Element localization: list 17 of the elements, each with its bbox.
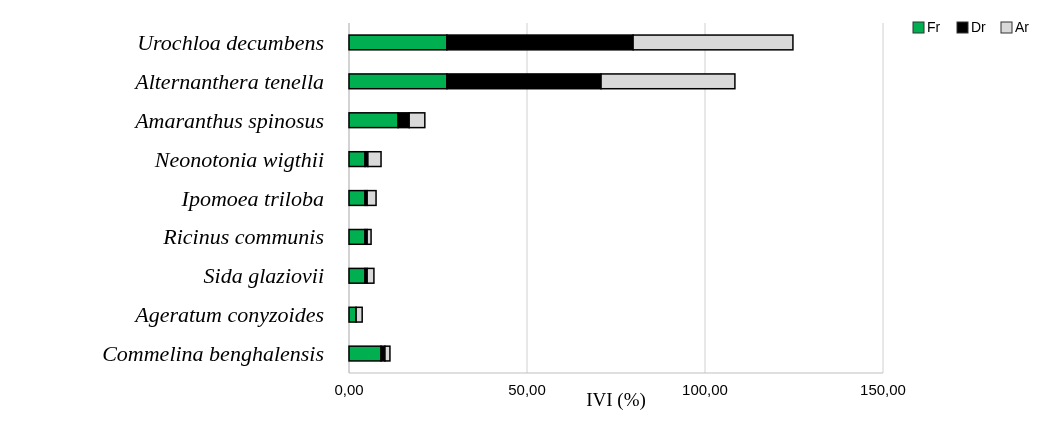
legend-label: Ar <box>1015 19 1030 35</box>
y-tick-label: Ageratum conyzoides <box>133 302 324 328</box>
x-tick-label: 150,00 <box>860 381 906 398</box>
x-tick-label: 0,00 <box>334 381 364 398</box>
y-tick-label: Urochloa decumbens <box>137 29 324 55</box>
x-tick-label: 50,00 <box>508 381 546 398</box>
y-tick-label: Sida glaziovii <box>203 263 324 289</box>
y-tick-label: Commelina benghalensis <box>102 341 324 367</box>
legend-label: Fr <box>927 19 941 35</box>
x-axis-title: IVI (%) <box>586 389 646 411</box>
y-tick-label: Alternanthera tenella <box>133 68 324 94</box>
y-tick-label: Amaranthus spinosus <box>133 107 324 133</box>
legend-label: Dr <box>971 19 987 35</box>
y-tick-label: Ipomoea triloba <box>180 185 324 211</box>
x-tick-label: 100,00 <box>682 381 728 398</box>
y-tick-label: Ricinus communis <box>162 224 324 250</box>
y-tick-label: Neonotonia wigthii <box>153 146 324 172</box>
